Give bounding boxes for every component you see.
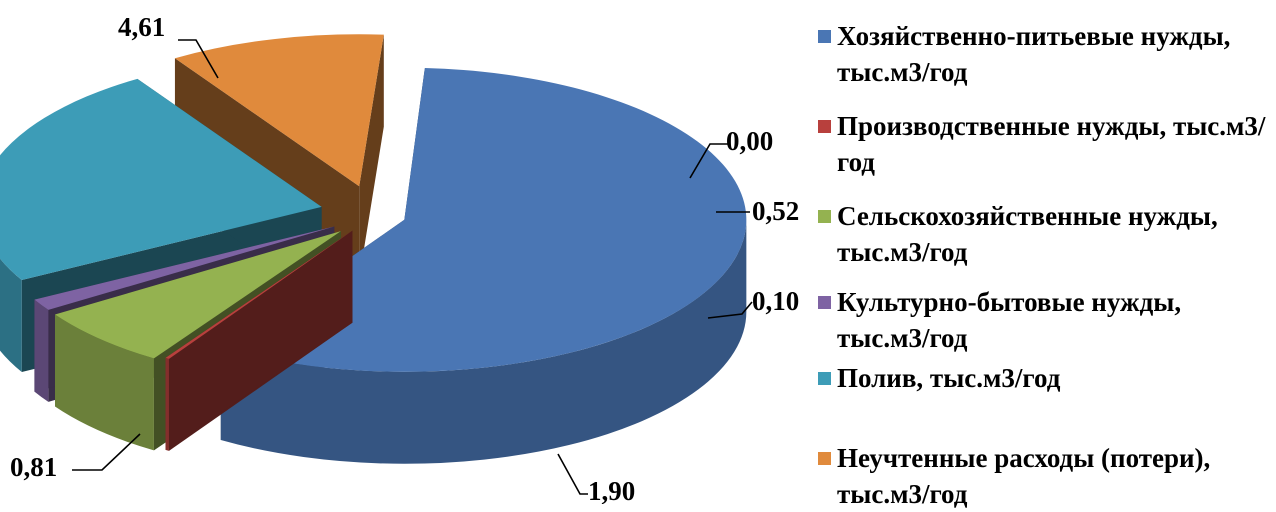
legend-label-kult: Культурно-бытовые нужды, тыс.м3/год	[837, 287, 1182, 353]
legend-swatch-neuch	[818, 452, 831, 465]
legend-entry-kult: Культурно-бытовые нужды, тыс.м3/год	[818, 284, 1268, 356]
data-label-neuch: 0,81	[10, 452, 57, 482]
legend-entry-selhoz: Сельскохозяйственные нужды, тыс.м3/год	[818, 198, 1268, 270]
legend-label-hoz: Хозяйственно-питьевые нужды, тыс.м3/год	[837, 21, 1231, 87]
leader-line-proizv	[689, 143, 728, 179]
legend-swatch-poliv	[818, 372, 831, 385]
legend-swatch-proizv	[818, 120, 831, 133]
pie-slice-wall-proizv-1	[165, 230, 353, 450]
leader-lines	[72, 39, 753, 495]
leader-line-neuch	[72, 433, 141, 471]
data-label-kult: 0,10	[752, 286, 799, 316]
legend-label-neuch: Неучтенные расходы (потери), тыс.м3/год	[837, 443, 1211, 509]
data-label-poliv: 1,90	[588, 476, 635, 504]
pie-slice-rim-proizv	[165, 357, 169, 451]
legend-swatch-kult	[818, 296, 831, 309]
pie-slice-rim-selhoz	[55, 314, 154, 451]
data-label-selhoz: 0,52	[752, 196, 799, 226]
pie-slice-proizv	[165, 230, 353, 451]
pie-slice-top-selhoz	[55, 231, 341, 359]
legend-label-poliv: Полив, тыс.м3/год	[837, 363, 1061, 393]
data-labels: 4,61 0,00 0,52 0,10 1,90 0,81	[10, 12, 799, 504]
leader-line-poliv	[557, 453, 588, 495]
pie-slice-top-poliv	[0, 78, 322, 281]
pie-slice-rim-hoz	[220, 219, 747, 464]
pie-slice-top-proizv	[165, 230, 353, 359]
legend-swatch-selhoz	[818, 210, 831, 223]
leader-line-kult	[707, 301, 753, 319]
data-label-hoz: 4,61	[118, 12, 165, 42]
legend-label-proizv: Производственные нужды, тыс.м3/год	[837, 111, 1266, 177]
pie-slice-top-kult	[34, 226, 335, 310]
pie-slice-rim-poliv	[0, 258, 22, 373]
leader-line-hoz	[178, 39, 219, 79]
data-label-proizv: 0,00	[726, 126, 773, 156]
legend-entry-proizv: Производственные нужды, тыс.м3/год	[818, 108, 1268, 180]
legend-entry-neuch: Неучтенные расходы (потери), тыс.м3/год	[818, 440, 1268, 512]
slices-layer	[0, 34, 747, 464]
legend-swatch-hoz	[818, 30, 831, 43]
legend-label-selhoz: Сельскохозяйственные нужды, тыс.м3/год	[837, 201, 1218, 267]
pie-slice-wall-neuch-1	[359, 34, 384, 279]
legend-entry-poliv: Полив, тыс.м3/год	[818, 360, 1268, 396]
pie-slice-rim-kult	[34, 299, 49, 402]
legend-entry-hoz: Хозяйственно-питьевые нужды, тыс.м3/год	[818, 18, 1268, 90]
pie-slice-top-neuch	[174, 34, 384, 187]
